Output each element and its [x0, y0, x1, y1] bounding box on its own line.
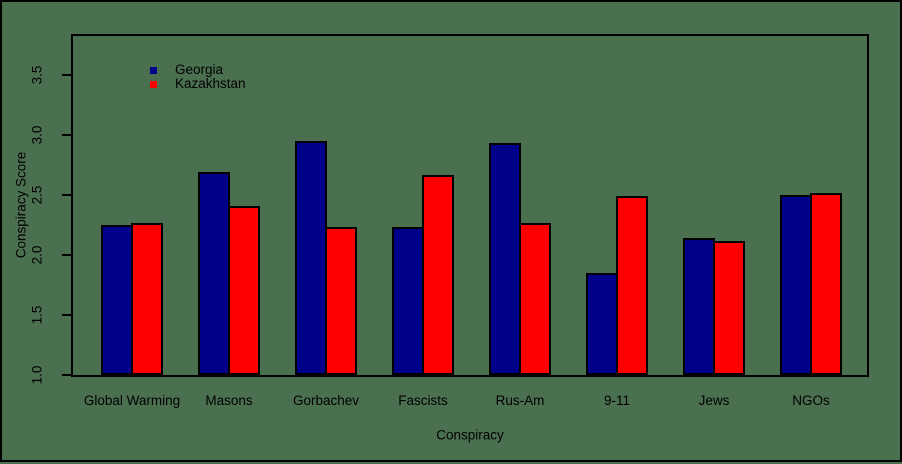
bar-georgia-global-warming [101, 225, 133, 375]
y-tick-label-3.5: 3.5 [29, 65, 45, 85]
bar-kazakhstan-fascists [422, 174, 454, 375]
bar-georgia-masons [198, 172, 230, 375]
y-tick-mark-1.0 [62, 374, 71, 376]
bar-kazakhstan-global-warming [131, 222, 163, 375]
bar-georgia-ngos [780, 195, 812, 375]
bar-kazakhstan-jews [713, 240, 745, 375]
legend-row-kazakhstan: Kazakhstan [150, 77, 246, 91]
bar-georgia-gorbachev [295, 141, 327, 375]
x-category-label-global-warming: Global Warming [83, 393, 181, 408]
x-axis-title: Conspiracy [436, 427, 504, 443]
bar-georgia-jews [683, 238, 715, 375]
plot-area: Georgia Kazakhstan 1.0 1.5 2.0 2.5 3.0 3.5 Glo… [30, 34, 869, 408]
y-axis-title: Conspiracy Score [13, 151, 29, 259]
bar-georgia-9-11 [586, 273, 618, 375]
y-tick-label-2.5: 2.5 [29, 185, 45, 205]
x-category-label-ngos: NGOs [792, 393, 830, 408]
legend-row-georgia: Georgia [150, 63, 246, 77]
bar-kazakhstan-9-11 [616, 196, 648, 375]
y-tick-label-1.0: 1.0 [29, 365, 45, 385]
legend-swatch-georgia [150, 66, 157, 74]
bar-kazakhstan-ngos [810, 192, 842, 375]
x-category-label-jews: Jews [698, 393, 730, 408]
legend-swatch-kazakhstan [150, 80, 157, 88]
bar-kazakhstan-gorbachev [325, 227, 357, 375]
x-category-label-masons: Masons [205, 393, 253, 408]
y-tick-label-2.0: 2.0 [29, 245, 45, 265]
x-category-label-rus-am: Rus-Am [495, 393, 545, 408]
bar-kazakhstan-masons [228, 205, 260, 375]
bar-kazakhstan-rus-am [519, 222, 551, 375]
bar-georgia-fascists [392, 227, 424, 375]
x-category-label-9-11: 9-11 [603, 393, 631, 408]
bar-georgia-rus-am [489, 143, 521, 375]
x-category-label-gorbachev: Gorbachev [292, 393, 360, 408]
y-tick-mark-2.0 [62, 254, 71, 256]
legend-label-kazakhstan: Kazakhstan [175, 76, 246, 91]
legend-label-georgia: Georgia [175, 62, 224, 77]
y-tick-mark-2.5 [62, 194, 71, 196]
y-tick-mark-1.5 [62, 314, 71, 316]
y-tick-mark-3.0 [62, 134, 71, 136]
y-tick-mark-3.5 [62, 74, 71, 76]
legend: Georgia Kazakhstan [150, 63, 246, 91]
y-tick-label-3.0: 3.0 [29, 125, 45, 145]
x-category-label-fascists: Fascists [398, 393, 448, 408]
y-tick-label-1.5: 1.5 [29, 305, 45, 325]
